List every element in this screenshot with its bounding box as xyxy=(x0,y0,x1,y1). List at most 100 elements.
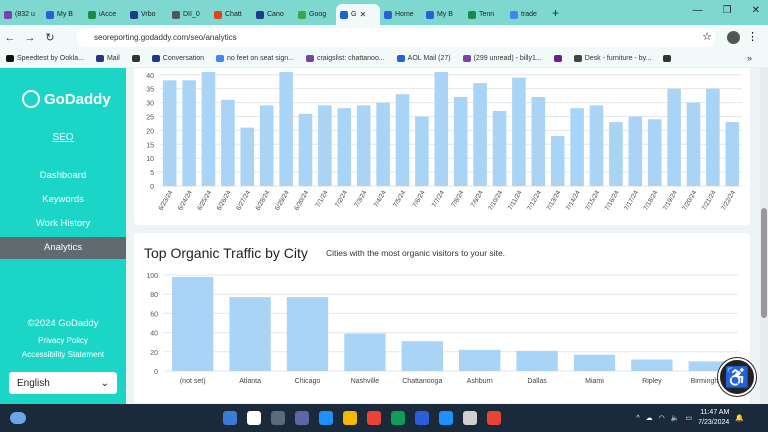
close-tab-icon[interactable]: ✕ xyxy=(359,10,367,19)
browser-tab[interactable]: Goog xyxy=(294,4,336,25)
volume-icon[interactable]: 🔈 xyxy=(670,415,680,422)
more-bookmarks-icon[interactable]: » xyxy=(746,53,752,63)
bookmark-item[interactable]: Mail xyxy=(90,55,126,62)
wifi-icon[interactable]: ◠ xyxy=(658,415,665,422)
bookmark-item[interactable]: Desk - furniture - by... xyxy=(568,55,658,62)
cloud-icon[interactable]: ☁ xyxy=(645,415,653,422)
language-select[interactable]: English ⌄ xyxy=(9,372,117,394)
scrollbar-thumb[interactable] xyxy=(761,208,767,318)
bookmark-item[interactable] xyxy=(126,55,146,62)
battery-icon[interactable]: ▭ xyxy=(685,415,693,422)
bookmark-item[interactable]: (299 unread) - billy1... xyxy=(457,55,548,62)
minimize-icon[interactable]: — xyxy=(692,5,703,16)
clock[interactable]: 11:47 AM 7/23/2024 xyxy=(698,408,729,428)
tab-favicon-icon xyxy=(384,10,392,19)
browser-tab[interactable]: My B xyxy=(42,4,84,25)
browser-tab[interactable]: Chatt xyxy=(210,4,252,25)
bookmark-label: (299 unread) - billy1... xyxy=(473,55,542,62)
x-tick-label: 7/4/24 xyxy=(373,189,388,208)
bookmark-star-icon[interactable]: ☆ xyxy=(702,31,712,43)
weather-icon[interactable] xyxy=(10,412,26,424)
taskbar-app-icon[interactable] xyxy=(271,411,285,425)
back-icon[interactable]: ← xyxy=(4,31,16,44)
sidebar-item-dashboard[interactable]: Dashboard xyxy=(39,170,87,181)
clock-date: 7/23/2024 xyxy=(698,419,730,426)
bookmark-item[interactable]: Conversation xyxy=(146,55,210,62)
browser-tab[interactable]: Home xyxy=(380,4,422,25)
x-tick-label: 7/3/24 xyxy=(353,189,368,208)
browser-tab[interactable]: Cano xyxy=(252,4,294,25)
tab-favicon-icon xyxy=(510,10,518,19)
bookmark-item[interactable]: AOL Mail (27) xyxy=(391,55,457,62)
url-field[interactable]: seoreporting.godaddy.com/seo/analytics xyxy=(76,28,716,47)
bar xyxy=(725,122,740,186)
taskbar-app-icon[interactable] xyxy=(487,411,501,425)
chevron-up-icon[interactable]: ^ xyxy=(636,414,640,422)
taskbar-app-icon[interactable] xyxy=(223,411,237,425)
sidebar-item-keywords[interactable]: Keywords xyxy=(42,194,84,205)
taskbar-app-icon[interactable] xyxy=(391,411,405,425)
windows-taskbar: ^ ☁ ◠ 🔈 ▭ 11:47 AM 7/23/2024 🔔 xyxy=(0,404,768,432)
bar xyxy=(318,105,332,186)
bookmark-item[interactable]: Speedtest by Ookla... xyxy=(0,55,90,62)
bar xyxy=(172,276,214,371)
taskbar-app-icon[interactable] xyxy=(415,411,429,425)
bar xyxy=(667,88,681,186)
accessibility-statement-link[interactable]: Accessibility Statement xyxy=(21,350,105,359)
section-seo[interactable]: SEO xyxy=(52,132,74,143)
browser-tab[interactable]: Tenn xyxy=(464,4,506,25)
y-tick-label: 40 xyxy=(146,73,154,80)
bookmark-label: AOL Mail (27) xyxy=(407,55,451,62)
taskbar-app-icon[interactable] xyxy=(367,411,381,425)
bookmark-item[interactable] xyxy=(548,55,568,62)
bar xyxy=(609,122,623,186)
close-window-icon[interactable]: ✕ xyxy=(751,5,760,16)
y-tick-label: 40 xyxy=(150,331,158,338)
forward-icon[interactable]: → xyxy=(24,31,36,44)
bar xyxy=(434,72,449,186)
taskbar-app-icon[interactable] xyxy=(439,411,453,425)
x-tick-label: Birmingham xyxy=(691,378,729,385)
language-value: English xyxy=(17,377,50,389)
privacy-policy-link[interactable]: Privacy Policy xyxy=(38,336,88,345)
x-tick-label: 7/10/24 xyxy=(487,189,504,212)
sidebar-item-work-history[interactable]: Work History xyxy=(35,218,91,229)
browser-tab[interactable]: Vrbo xyxy=(126,4,168,25)
menu-kebab-icon[interactable]: ⋮ xyxy=(747,31,758,43)
y-tick-label: 15 xyxy=(146,142,154,149)
bookmark-item[interactable] xyxy=(657,55,677,62)
bookmark-item[interactable]: no feet on seat sign... xyxy=(210,55,300,62)
sidebar-item-analytics[interactable]: Analytics xyxy=(0,237,126,259)
main-content: 0 5 10 15 20 25 30 35 40 6/23/24 6/24/24 6/25/24 6/2… xyxy=(126,68,762,404)
browser-tab[interactable]: (832 u xyxy=(0,4,42,25)
sidebar: GoDaddy SEO Dashboard Keywords Work Hist… xyxy=(0,68,126,404)
accessibility-widget-button[interactable]: ♿ xyxy=(718,358,756,396)
taskbar-app-icon[interactable] xyxy=(247,411,261,425)
x-tick-label: Nashville xyxy=(351,378,380,385)
bookmark-label: Mail xyxy=(106,55,120,62)
page-scrollbar[interactable] xyxy=(760,68,768,404)
y-tick-label: 0 xyxy=(150,184,154,191)
godaddy-logo[interactable]: GoDaddy xyxy=(22,90,111,108)
restore-icon[interactable]: ❐ xyxy=(722,5,732,16)
browser-tab[interactable]: DII_0 xyxy=(168,4,210,25)
bar xyxy=(240,127,255,186)
browser-tab[interactable]: trade xyxy=(506,4,548,25)
bar xyxy=(512,77,526,186)
taskbar-app-icon[interactable] xyxy=(295,411,309,425)
taskbar-app-icon[interactable] xyxy=(463,411,477,425)
y-tick-label: 60 xyxy=(150,311,158,318)
y-tick-label: 35 xyxy=(146,87,154,94)
bookmark-item[interactable]: craigslist: chattanoo... xyxy=(300,55,391,62)
taskbar-app-icon[interactable] xyxy=(343,411,357,425)
reload-icon[interactable]: ↻ xyxy=(45,32,55,44)
new-tab-button[interactable]: + xyxy=(552,5,560,20)
taskbar-app-icon[interactable] xyxy=(319,411,333,425)
browser-tab[interactable]: iAcce xyxy=(84,4,126,25)
browser-tab[interactable]: My B xyxy=(422,4,464,25)
profile-avatar[interactable] xyxy=(727,31,740,44)
browser-tab[interactable]: G ✕ xyxy=(336,4,380,25)
notification-icon[interactable]: 🔔 xyxy=(735,415,744,422)
